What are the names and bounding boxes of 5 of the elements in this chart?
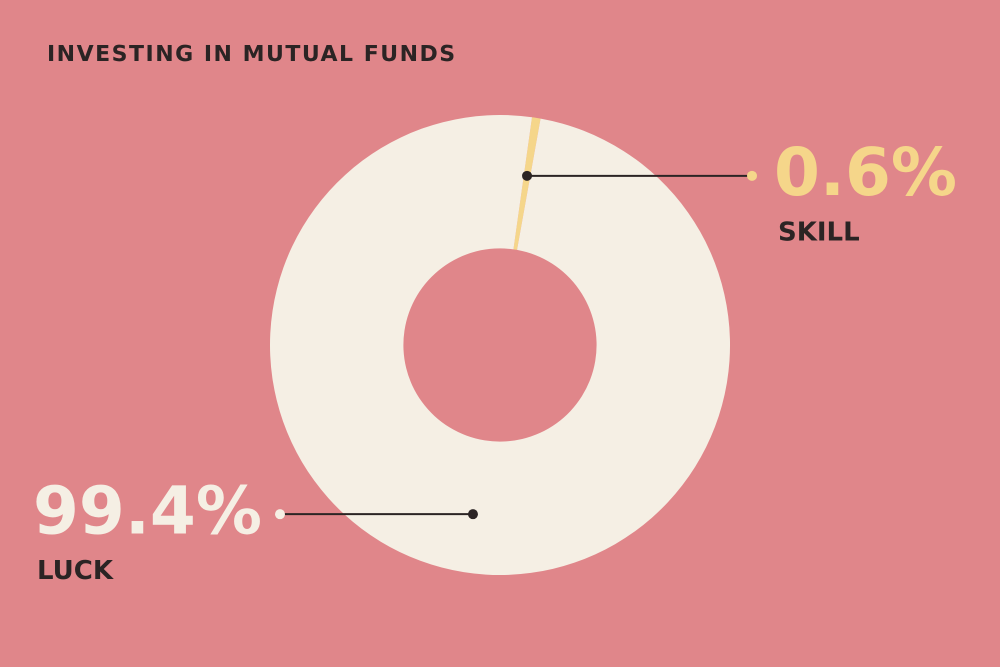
data-label: 0.6% (774, 134, 958, 211)
data-label: 99.4% (33, 472, 262, 550)
chart-title: INVESTING IN MUTUAL FUNDS (47, 42, 457, 67)
slice-label: LUCK (37, 556, 114, 586)
slice-label: SKILL (778, 218, 860, 248)
